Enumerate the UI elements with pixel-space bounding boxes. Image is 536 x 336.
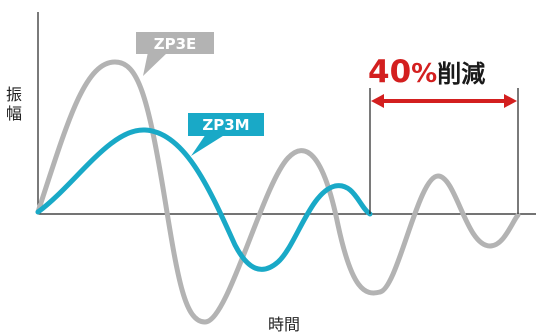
zp3e-tag: [136, 32, 214, 54]
zp3m-tag-label: ZP3M: [202, 116, 249, 134]
reduction-headline: 40%削減: [368, 54, 485, 90]
zp3m-tag: [188, 113, 264, 136]
y-axis-label-char-2: 幅: [6, 104, 22, 123]
curve-zp3e: [35, 59, 521, 325]
y-axis-label-char-1: 振: [6, 85, 22, 104]
reduction-arrow-left-head: [371, 94, 384, 108]
reduction-arrow-right-head: [504, 94, 517, 108]
x-axis-label: 時間: [268, 315, 300, 334]
zp3m-tag-pointer: [191, 134, 226, 156]
zp3e-tag-label: ZP3E: [154, 35, 197, 53]
curve-zp3m: [35, 127, 373, 272]
zp3e-tag-pointer: [143, 52, 168, 76]
